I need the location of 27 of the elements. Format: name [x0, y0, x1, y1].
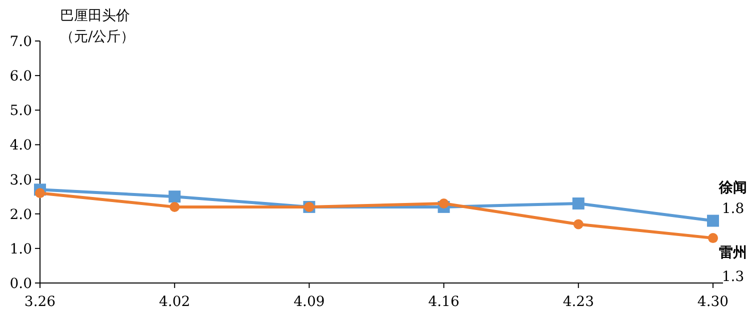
- point: [438, 198, 449, 208]
- y-tick-label: 4.0: [10, 138, 32, 154]
- y-tick-label: 0.0: [10, 276, 32, 292]
- y-tick-label: 3.0: [10, 172, 32, 188]
- y-tick-label: 5.0: [10, 103, 32, 120]
- point: [573, 219, 584, 230]
- series-label: 徐闻: [718, 180, 747, 196]
- point: [572, 197, 584, 210]
- series-label: 雷州: [719, 245, 747, 262]
- x-tick-label: 4.30: [697, 294, 729, 310]
- data-label: 1.3: [722, 269, 744, 286]
- x-tick-label: 4.02: [159, 294, 190, 310]
- x-tick-label: 4.16: [428, 294, 460, 310]
- data-label: 1.8: [722, 200, 744, 217]
- y-tick-label: 2.0: [10, 206, 32, 223]
- point: [168, 190, 181, 203]
- point: [707, 214, 719, 227]
- x-tick-label: 4.23: [562, 294, 594, 310]
- ylabel: 巴厘田头价（元/公斤）: [60, 7, 136, 47]
- point: [35, 188, 45, 198]
- y-tick-label: 1.0: [10, 241, 32, 258]
- y-tick-label: 7.0: [10, 34, 32, 50]
- x-tick-label: 4.09: [294, 294, 325, 310]
- point: [170, 202, 180, 212]
- point: [708, 233, 718, 244]
- x-tick-label: 3.26: [24, 294, 56, 310]
- y-tick-label: 6.0: [10, 68, 32, 85]
